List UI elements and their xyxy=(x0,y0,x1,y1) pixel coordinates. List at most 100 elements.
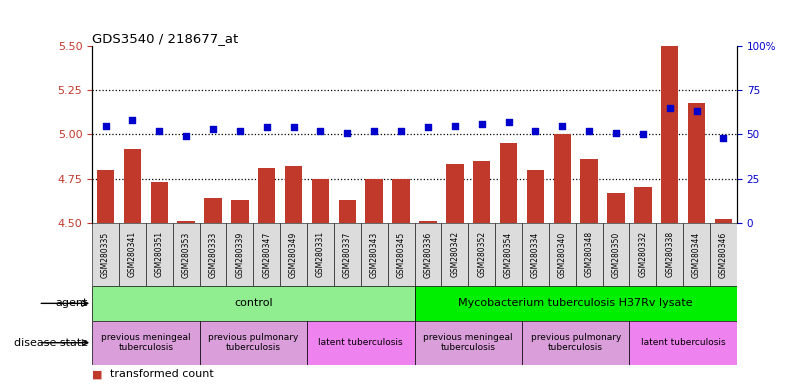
Text: GSM280340: GSM280340 xyxy=(557,231,567,278)
Text: latent tuberculosis: latent tuberculosis xyxy=(641,338,726,347)
Text: GSM280348: GSM280348 xyxy=(585,231,594,278)
FancyBboxPatch shape xyxy=(469,223,495,286)
FancyBboxPatch shape xyxy=(92,223,119,286)
Point xyxy=(395,128,408,134)
Text: GSM280354: GSM280354 xyxy=(504,231,513,278)
Bar xyxy=(339,200,356,223)
FancyBboxPatch shape xyxy=(146,223,173,286)
FancyBboxPatch shape xyxy=(683,223,710,286)
Text: GSM280332: GSM280332 xyxy=(638,231,647,278)
Point xyxy=(368,128,380,134)
Point xyxy=(475,121,488,127)
Point xyxy=(583,128,596,134)
FancyBboxPatch shape xyxy=(602,223,630,286)
Point xyxy=(126,117,139,123)
Point xyxy=(233,128,246,134)
FancyBboxPatch shape xyxy=(495,223,522,286)
Text: GSM280343: GSM280343 xyxy=(370,231,379,278)
Text: GSM280344: GSM280344 xyxy=(692,231,701,278)
Text: GSM280351: GSM280351 xyxy=(155,231,163,278)
FancyBboxPatch shape xyxy=(199,321,307,365)
FancyBboxPatch shape xyxy=(253,223,280,286)
Point xyxy=(421,124,434,131)
FancyBboxPatch shape xyxy=(441,223,469,286)
Bar xyxy=(123,149,141,223)
Bar xyxy=(527,170,544,223)
Text: GSM280342: GSM280342 xyxy=(450,231,459,278)
Text: previous meningeal
tuberculosis: previous meningeal tuberculosis xyxy=(424,333,513,353)
Text: GSM280345: GSM280345 xyxy=(396,231,405,278)
Point xyxy=(529,128,541,134)
FancyBboxPatch shape xyxy=(388,223,415,286)
Text: GSM280353: GSM280353 xyxy=(182,231,191,278)
Bar xyxy=(392,179,410,223)
Point xyxy=(153,128,166,134)
Text: GSM280350: GSM280350 xyxy=(611,231,621,278)
FancyBboxPatch shape xyxy=(656,223,683,286)
Point xyxy=(341,129,354,136)
Point xyxy=(260,124,273,131)
FancyBboxPatch shape xyxy=(522,223,549,286)
FancyBboxPatch shape xyxy=(522,321,630,365)
Text: GSM280336: GSM280336 xyxy=(424,231,433,278)
Text: GSM280352: GSM280352 xyxy=(477,231,486,278)
FancyBboxPatch shape xyxy=(227,223,253,286)
FancyBboxPatch shape xyxy=(307,321,415,365)
FancyBboxPatch shape xyxy=(360,223,388,286)
Text: GSM280349: GSM280349 xyxy=(289,231,298,278)
Bar xyxy=(581,159,598,223)
Text: control: control xyxy=(234,298,272,308)
Text: GSM280347: GSM280347 xyxy=(262,231,272,278)
Text: latent tuberculosis: latent tuberculosis xyxy=(319,338,403,347)
Bar xyxy=(97,170,115,223)
FancyBboxPatch shape xyxy=(710,223,737,286)
Point xyxy=(663,105,676,111)
FancyBboxPatch shape xyxy=(630,223,656,286)
FancyBboxPatch shape xyxy=(119,223,146,286)
Bar xyxy=(661,46,678,223)
Bar xyxy=(204,198,222,223)
Bar xyxy=(151,182,168,223)
Bar xyxy=(500,143,517,223)
Text: GSM280341: GSM280341 xyxy=(128,231,137,278)
Text: GSM280333: GSM280333 xyxy=(208,231,218,278)
FancyBboxPatch shape xyxy=(173,223,199,286)
Text: ■: ■ xyxy=(92,369,103,379)
Bar xyxy=(553,134,571,223)
Bar xyxy=(419,221,437,223)
Bar xyxy=(312,179,329,223)
FancyBboxPatch shape xyxy=(307,223,334,286)
Text: Mycobacterium tuberculosis H37Rv lysate: Mycobacterium tuberculosis H37Rv lysate xyxy=(458,298,693,308)
FancyBboxPatch shape xyxy=(92,321,199,365)
Point xyxy=(637,131,650,137)
Bar xyxy=(634,187,652,223)
Bar xyxy=(177,221,195,223)
Point xyxy=(449,122,461,129)
Point xyxy=(610,129,622,136)
FancyBboxPatch shape xyxy=(415,321,522,365)
FancyBboxPatch shape xyxy=(199,223,227,286)
Bar xyxy=(231,200,248,223)
FancyBboxPatch shape xyxy=(92,286,415,321)
Bar xyxy=(285,166,302,223)
Text: GSM280346: GSM280346 xyxy=(719,231,728,278)
Bar xyxy=(688,103,706,223)
Point xyxy=(207,126,219,132)
FancyBboxPatch shape xyxy=(415,223,441,286)
Text: disease state: disease state xyxy=(14,338,88,348)
Bar xyxy=(607,193,625,223)
Point xyxy=(556,122,569,129)
Point xyxy=(179,133,192,139)
Point xyxy=(99,122,112,129)
Bar xyxy=(365,179,383,223)
Point xyxy=(314,128,327,134)
FancyBboxPatch shape xyxy=(576,223,602,286)
Bar xyxy=(258,168,276,223)
FancyBboxPatch shape xyxy=(415,286,737,321)
FancyBboxPatch shape xyxy=(549,223,576,286)
Text: GSM280337: GSM280337 xyxy=(343,231,352,278)
Text: previous pulmonary
tuberculosis: previous pulmonary tuberculosis xyxy=(530,333,621,353)
Text: agent: agent xyxy=(56,298,88,308)
Bar xyxy=(473,161,490,223)
FancyBboxPatch shape xyxy=(334,223,360,286)
